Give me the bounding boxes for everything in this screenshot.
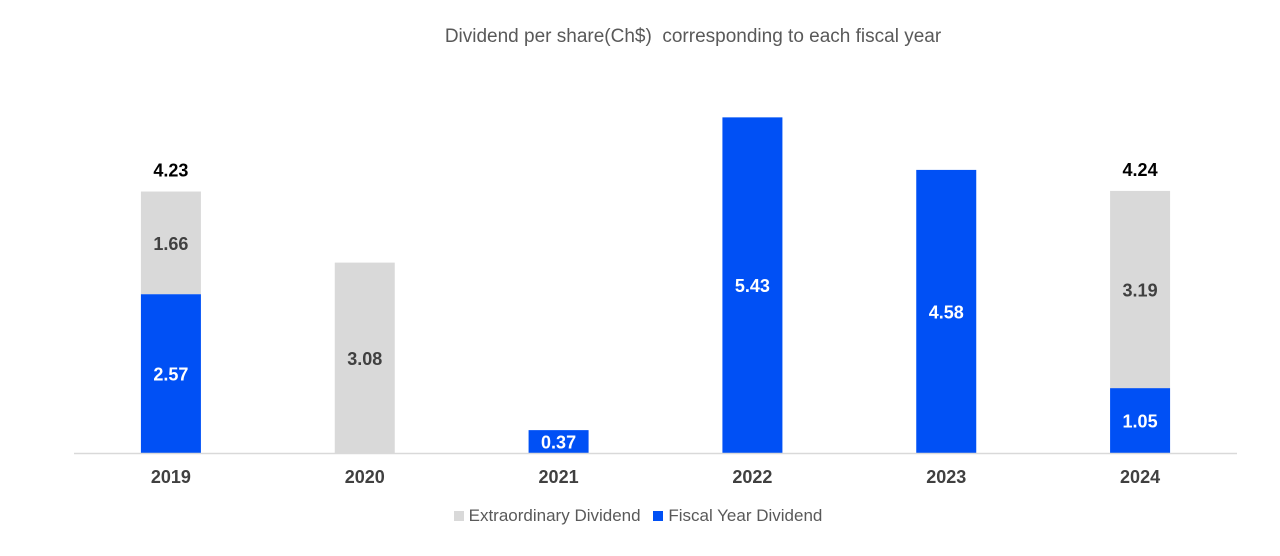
bar-segment-2020-extraordinary xyxy=(334,262,395,453)
data-label-2023-fiscal-year: 4.58 xyxy=(929,302,964,322)
total-label-2024: 4.24 xyxy=(1123,160,1158,180)
bar-chart: 2.57 1.66 4.23 2019 3.08 2020 0.37 2021 5.43 2022… xyxy=(74,117,1237,487)
bar-segment-2024-fiscal-year xyxy=(1110,388,1171,453)
legend-label-fiscal-year: Fiscal Year Dividend xyxy=(668,506,823,525)
data-label-2024-fiscal-year: 1.05 xyxy=(1123,412,1158,432)
bar-segment-2024-extraordinary xyxy=(1110,190,1171,389)
legend-label-extraordinary: Extraordinary Dividend xyxy=(468,506,641,525)
x-tick-label-2023: 2023 xyxy=(926,467,966,487)
legend-item-extraordinary: Extraordinary Dividend xyxy=(453,506,641,526)
chart-title: Dividend per share(Ch$) corresponding to… xyxy=(444,26,942,47)
total-label-2019: 4.23 xyxy=(153,161,188,181)
bar-segment-2021-fiscal-year xyxy=(528,430,589,453)
bar-segment-2019-extraordinary xyxy=(140,191,201,295)
bars-layer xyxy=(140,117,1171,454)
x-tick-label-2024: 2024 xyxy=(1120,467,1160,487)
data-label-2024-extraordinary: 3.19 xyxy=(1123,281,1158,301)
data-label-2019-extraordinary: 1.66 xyxy=(153,234,188,254)
data-label-2020-extraordinary: 3.08 xyxy=(347,349,382,369)
x-tick-label-2021: 2021 xyxy=(539,467,579,487)
x-tick-label-2019: 2019 xyxy=(151,467,191,487)
bar-segment-2022-fiscal-year xyxy=(722,117,783,454)
legend-swatch-extraordinary xyxy=(453,511,464,521)
x-tick-label-2020: 2020 xyxy=(345,467,385,487)
legend: Extraordinary Dividend Fiscal Year Divid… xyxy=(0,506,1276,526)
x-tick-label-2022: 2022 xyxy=(732,467,772,487)
data-label-2022-fiscal-year: 5.43 xyxy=(735,276,770,296)
labels-layer: 2.57 1.66 4.23 2019 3.08 2020 0.37 2021 5.43 2022… xyxy=(151,160,1160,487)
legend-swatch-fiscal-year xyxy=(653,511,664,521)
data-label-2021-fiscal-year: 0.37 xyxy=(541,433,576,453)
data-label-2019-fiscal-year: 2.57 xyxy=(153,365,188,385)
bar-segment-2019-fiscal-year xyxy=(140,294,201,453)
legend-item-fiscal-year: Fiscal Year Dividend xyxy=(653,506,822,526)
bar-segment-2023-fiscal-year xyxy=(916,169,977,453)
